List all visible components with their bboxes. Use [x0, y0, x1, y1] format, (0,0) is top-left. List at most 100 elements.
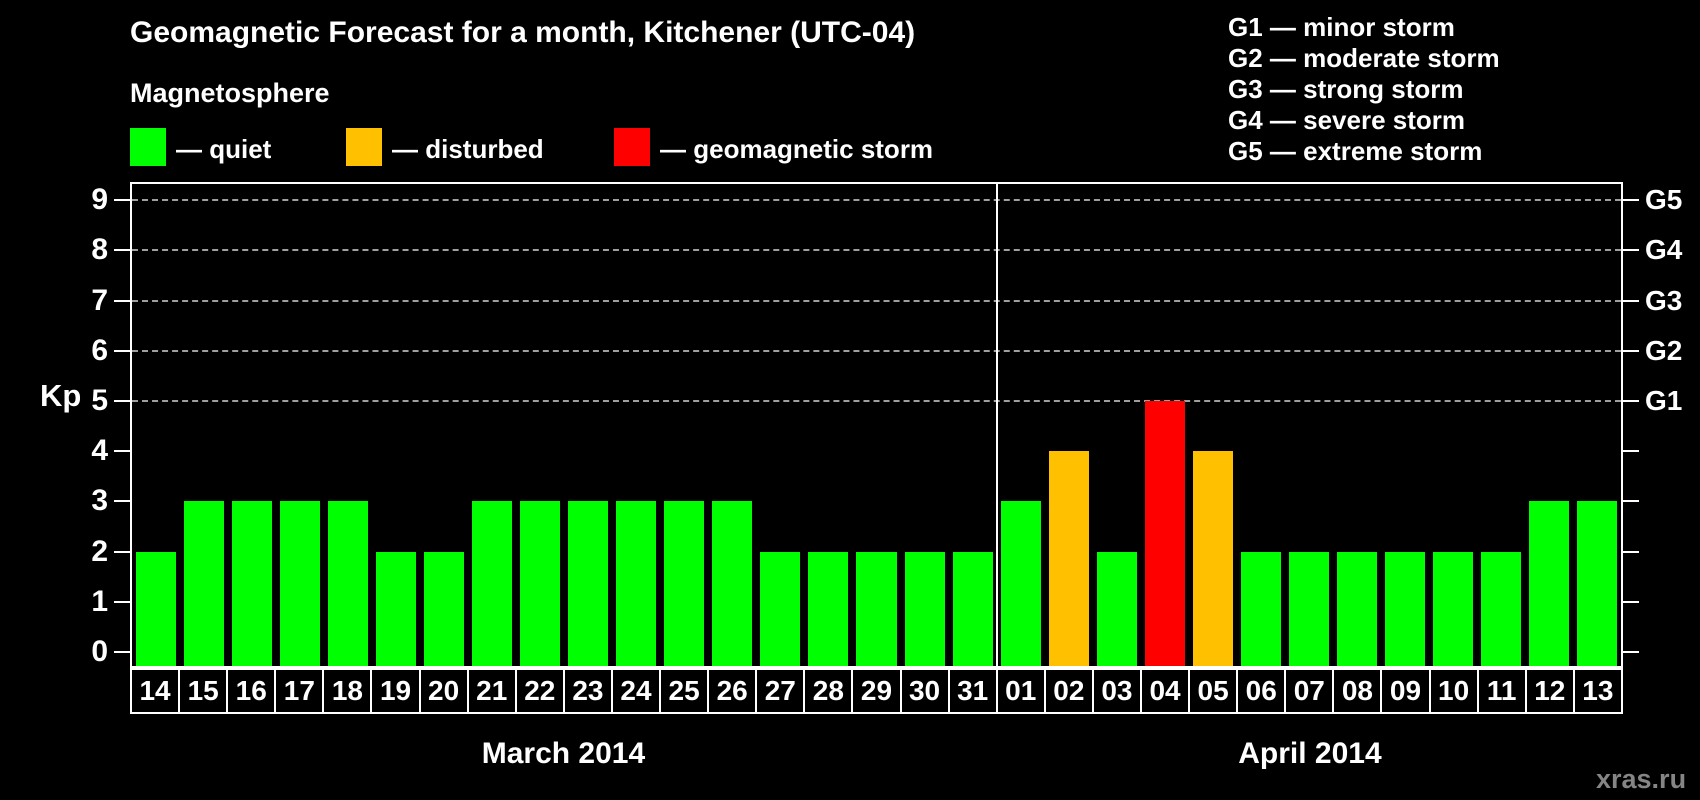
- day-cell-01: 01: [995, 668, 1046, 714]
- g-axis-label-g3: G3: [1645, 284, 1683, 316]
- left-tick-9: [114, 199, 130, 202]
- day-cell-10: 10: [1428, 668, 1479, 714]
- y-tick-label-5: 5: [91, 384, 108, 417]
- bar-day-31: [952, 551, 993, 666]
- g1-legend-line: G1 — minor storm: [1228, 12, 1455, 42]
- right-tick-5: [1623, 400, 1639, 402]
- gridline-kp8: [132, 249, 1621, 252]
- bar-day-14: [136, 551, 177, 666]
- y-tick-label-8: 8: [91, 233, 108, 267]
- day-cell-05: 05: [1188, 668, 1239, 714]
- bar-day-09: [1384, 551, 1425, 666]
- day-cell-03: 03: [1091, 668, 1142, 714]
- bar-day-15: [184, 501, 225, 666]
- magnetosphere-label: Magnetosphere: [130, 78, 330, 108]
- day-cell-13: 13: [1572, 668, 1623, 714]
- y-tick-label-3: 3: [91, 484, 108, 518]
- quiet-legend-swatch: [130, 128, 166, 166]
- bar-day-06: [1240, 551, 1281, 666]
- bar-day-29: [856, 551, 897, 666]
- left-tick-3: [114, 500, 130, 503]
- y-tick-label-9: 9: [91, 183, 108, 217]
- watermark: xras.ru: [1596, 764, 1687, 794]
- left-tick-7: [114, 299, 130, 302]
- day-cell-08: 08: [1332, 668, 1383, 714]
- bar-day-21: [472, 501, 513, 666]
- left-tick-2: [114, 550, 130, 553]
- day-cell-18: 18: [322, 668, 373, 714]
- bar-day-23: [568, 501, 609, 666]
- g5-legend-line: G5 — extreme storm: [1228, 136, 1483, 166]
- g-scale-legend: G1 — minor storm G2 — moderate storm G3 …: [1228, 12, 1500, 167]
- gridline-kp6: [132, 349, 1621, 352]
- right-tick-6: [1623, 349, 1639, 352]
- bar-day-01: [1000, 501, 1041, 666]
- right-tick-4: [1623, 450, 1639, 453]
- gridline-kp9: [132, 199, 1621, 202]
- y-tick-label-2: 2: [91, 534, 108, 568]
- left-tick-1: [114, 600, 130, 603]
- day-cell-12: 12: [1524, 668, 1575, 714]
- day-cell-14: 14: [130, 668, 181, 714]
- g-axis-label-g2: G2: [1645, 334, 1683, 366]
- bar-day-25: [664, 501, 705, 666]
- bar-day-27: [760, 551, 801, 666]
- day-cell-23: 23: [562, 668, 613, 714]
- bar-day-20: [424, 551, 465, 666]
- day-cell-29: 29: [851, 668, 902, 714]
- disturbed-legend-label: — disturbed: [392, 134, 544, 164]
- bar-day-10: [1432, 551, 1473, 666]
- day-cell-21: 21: [466, 668, 517, 714]
- disturbed-legend-swatch: [346, 128, 382, 166]
- y-tick-label-0: 0: [91, 635, 108, 668]
- bar-day-18: [328, 501, 369, 666]
- day-cell-24: 24: [610, 668, 662, 714]
- day-axis-row: 14 15 16 17 18 19 20 21 22 23 24 25 26 27 28 29 30 31 01 02…: [130, 668, 1623, 714]
- left-tick-8: [114, 249, 130, 252]
- g-axis-label-g1: G1: [1645, 385, 1683, 416]
- right-tick-9: [1623, 199, 1639, 202]
- plot-area: [130, 182, 1623, 668]
- gridline-kp7: [132, 299, 1621, 302]
- month-label-0: March 2014: [481, 737, 646, 770]
- chart-title: Geomagnetic Forecast for a month, Kitche…: [130, 16, 916, 49]
- right-tick-7: [1623, 299, 1639, 302]
- day-cell-31: 31: [947, 668, 998, 714]
- g4-legend-line: G4 — severe storm: [1228, 105, 1466, 135]
- bar-day-16: [232, 501, 273, 666]
- day-cell-11: 11: [1476, 668, 1527, 714]
- bar-day-07: [1288, 551, 1329, 666]
- right-tick-2: [1623, 550, 1639, 553]
- left-tick-6: [114, 349, 130, 352]
- g-axis-label-g5: G5: [1645, 184, 1683, 216]
- y-tick-label-4: 4: [91, 434, 108, 468]
- bar-day-28: [808, 551, 849, 666]
- day-cell-26: 26: [707, 668, 758, 714]
- gridline-kp5: [132, 400, 1621, 402]
- g2-legend-line: G2 — moderate storm: [1228, 43, 1500, 73]
- day-cell-09: 09: [1380, 668, 1431, 714]
- storm-legend-label: — geomagnetic storm: [660, 134, 934, 164]
- g3-legend-line: G3 — strong storm: [1228, 74, 1464, 104]
- left-tick-0: [114, 651, 130, 653]
- bar-day-24: [616, 501, 657, 666]
- left-tick-4: [114, 450, 130, 453]
- bar-day-08: [1336, 551, 1377, 666]
- bar-day-04: [1144, 401, 1185, 666]
- left-tick-5: [114, 400, 130, 402]
- y-tick-label-7: 7: [91, 283, 108, 317]
- day-cell-07: 07: [1284, 668, 1335, 714]
- bar-day-26: [712, 501, 753, 666]
- day-cell-16: 16: [226, 668, 277, 714]
- y-tick-label-1: 1: [91, 584, 108, 618]
- day-cell-28: 28: [803, 668, 854, 714]
- bar-day-02: [1048, 451, 1089, 666]
- day-cell-22: 22: [514, 668, 565, 714]
- bar-day-30: [904, 551, 945, 666]
- day-cell-19: 19: [370, 668, 421, 714]
- right-tick-3: [1623, 500, 1639, 503]
- bar-day-12: [1528, 501, 1569, 666]
- y-tick-label-6: 6: [91, 333, 108, 367]
- day-cell-27: 27: [755, 668, 806, 714]
